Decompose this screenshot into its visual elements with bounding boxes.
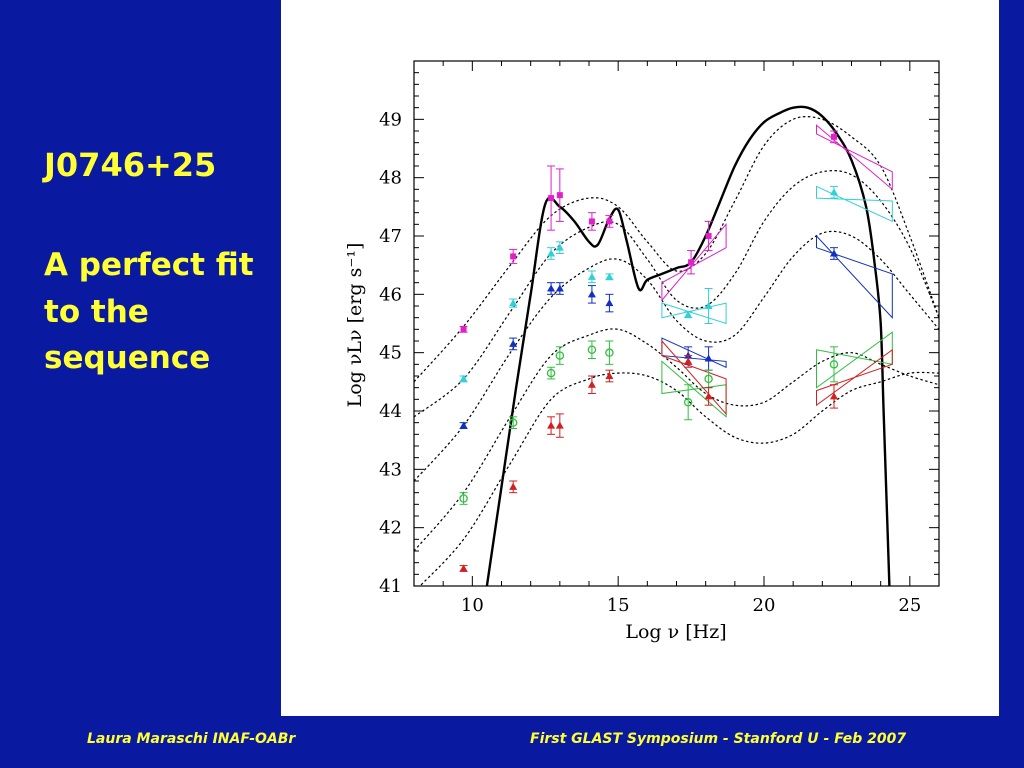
bowtie-x-ray-3 bbox=[661, 302, 727, 325]
data-point-triangle bbox=[684, 357, 693, 365]
data-point-triangle bbox=[459, 564, 468, 572]
x-tick-label: 20 bbox=[753, 595, 776, 616]
bowtie-gamma-8 bbox=[816, 331, 893, 389]
data-point-circle bbox=[546, 368, 556, 378]
bowtie-gamma-10 bbox=[816, 348, 893, 407]
data-point-triangle bbox=[704, 354, 713, 362]
y-axis-label: Log νLν [erg s⁻¹] bbox=[344, 243, 366, 408]
data-point-circle bbox=[605, 348, 614, 357]
data-point-triangle bbox=[684, 310, 693, 318]
data-point-triangle bbox=[587, 380, 596, 388]
y-tick-label: 44 bbox=[379, 401, 402, 422]
sed-chart: 10 15 20 25 41 42 43 44 45 46 47 48 49 Log ν [Hz] Lo… bbox=[344, 60, 940, 643]
data-point-triangle bbox=[704, 392, 713, 400]
slide-title: J0746+25 bbox=[44, 146, 217, 184]
model-curve-dotted-2 bbox=[414, 170, 939, 418]
bowtie-gamma-2 bbox=[816, 124, 893, 191]
data-point-square bbox=[688, 259, 695, 266]
data-point-triangle bbox=[555, 243, 564, 251]
slide-subtitle: A perfect fit to the sequence bbox=[44, 247, 254, 376]
y-tick-label: 49 bbox=[379, 109, 402, 130]
model-curves bbox=[414, 105, 939, 586]
axes: 10 15 20 25 41 42 43 44 45 46 47 48 49 bbox=[379, 60, 940, 616]
x-tick-label: 15 bbox=[607, 595, 630, 616]
data-point-triangle bbox=[547, 249, 556, 257]
data-point-triangle bbox=[704, 302, 713, 309]
data-point-square bbox=[460, 326, 467, 333]
data-point-triangle bbox=[547, 284, 556, 292]
data-point-square bbox=[606, 218, 613, 225]
data-point-triangle bbox=[587, 290, 596, 298]
footer-author: Laura Maraschi INAF-OABr bbox=[87, 731, 296, 747]
data-point-triangle bbox=[459, 421, 468, 429]
data-point-triangle bbox=[509, 299, 518, 307]
bowties bbox=[661, 124, 893, 418]
y-tick-label: 46 bbox=[379, 284, 402, 305]
model-curve-dotted-3 bbox=[414, 230, 939, 482]
x-axis-label: Log ν [Hz] bbox=[625, 621, 726, 643]
y-tick-label: 43 bbox=[379, 459, 402, 480]
bowtie-x-ray-7 bbox=[661, 360, 727, 418]
data-point-square bbox=[548, 195, 555, 202]
y-tick-label: 41 bbox=[379, 576, 402, 597]
data-point-triangle bbox=[547, 421, 556, 429]
data-point-triangle bbox=[555, 284, 564, 292]
data-point-square bbox=[556, 192, 563, 199]
data-point-square bbox=[588, 218, 595, 225]
x-tick-label: 10 bbox=[461, 595, 484, 616]
data-point-circle bbox=[683, 397, 693, 407]
y-tick-label: 42 bbox=[379, 518, 402, 539]
bowtie-gamma-6 bbox=[816, 234, 893, 319]
data-point-circle bbox=[587, 345, 597, 354]
data-point-circle bbox=[459, 494, 468, 503]
footer-event: First GLAST Symposium - Stanford U - Feb… bbox=[530, 731, 907, 747]
x-tick-label: 25 bbox=[898, 595, 921, 616]
data-point-triangle bbox=[509, 339, 518, 347]
data-point-circle bbox=[829, 360, 839, 369]
data-point-circle bbox=[508, 418, 518, 427]
data-points bbox=[459, 130, 839, 572]
data-point-triangle bbox=[555, 421, 564, 429]
data-point-triangle bbox=[830, 249, 838, 257]
data-point-triangle bbox=[587, 272, 596, 280]
data-point-triangle bbox=[605, 272, 614, 280]
bowtie-gamma-4 bbox=[816, 185, 893, 223]
model-curve-solid bbox=[485, 105, 891, 586]
figure-panel: 10 15 20 25 41 42 43 44 45 46 47 48 49 Log ν [Hz] Lo… bbox=[281, 0, 999, 716]
y-tick-label: 45 bbox=[379, 343, 402, 364]
data-point-square bbox=[831, 133, 837, 140]
data-point-circle bbox=[555, 351, 565, 360]
plot-frame bbox=[413, 60, 940, 587]
model-curve-dotted-5 bbox=[418, 371, 939, 586]
data-point-triangle bbox=[605, 372, 614, 379]
data-point-triangle bbox=[830, 392, 838, 400]
data-point-triangle bbox=[830, 188, 838, 196]
y-tick-label: 47 bbox=[379, 226, 402, 247]
data-point-triangle bbox=[509, 482, 518, 490]
data-point-triangle bbox=[459, 374, 468, 382]
data-point-triangle bbox=[605, 299, 614, 307]
model-curve-dotted-1 bbox=[414, 116, 939, 383]
y-tick-label: 48 bbox=[379, 168, 402, 189]
bowtie-x-ray-1 bbox=[661, 222, 727, 302]
data-point-square bbox=[510, 253, 517, 260]
data-point-square bbox=[705, 233, 712, 239]
bowtie-x-ray-9 bbox=[661, 339, 727, 416]
model-curve-dotted-4 bbox=[414, 328, 939, 552]
data-point-circle bbox=[704, 374, 713, 384]
